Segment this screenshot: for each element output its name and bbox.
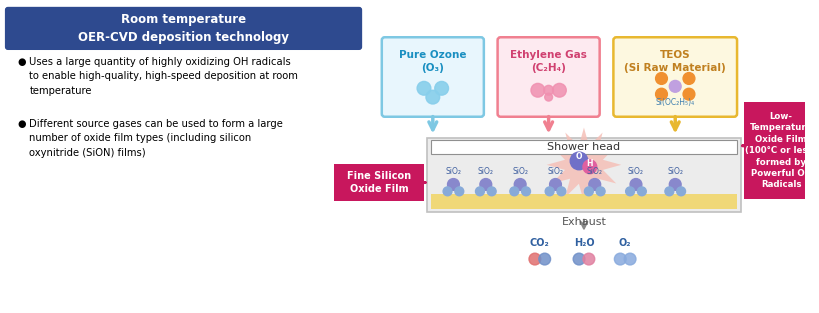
- FancyBboxPatch shape: [333, 164, 423, 201]
- Text: Exhaust: Exhaust: [561, 217, 606, 227]
- Text: O: O: [575, 152, 581, 162]
- Circle shape: [582, 160, 596, 174]
- Text: SiO₂: SiO₂: [512, 167, 527, 176]
- Circle shape: [549, 179, 561, 190]
- Circle shape: [668, 80, 681, 92]
- Circle shape: [629, 179, 641, 190]
- Circle shape: [514, 179, 526, 190]
- Text: ●: ●: [18, 57, 26, 67]
- FancyBboxPatch shape: [497, 37, 599, 117]
- Circle shape: [625, 187, 634, 196]
- Polygon shape: [546, 128, 621, 202]
- Text: Shower head: Shower head: [547, 142, 620, 152]
- Text: Ethylene Gas
(C₂H₄): Ethylene Gas (C₂H₄): [509, 50, 586, 73]
- Text: TEOS
(Si Raw Material): TEOS (Si Raw Material): [623, 50, 725, 73]
- Text: Room temperature
OER-CVD deposition technology: Room temperature OER-CVD deposition tech…: [78, 13, 288, 44]
- Text: Uses a large quantity of highly oxidizing OH radicals
to enable high-quality, hi: Uses a large quantity of highly oxidizin…: [29, 57, 298, 96]
- Circle shape: [455, 187, 464, 196]
- FancyBboxPatch shape: [382, 37, 483, 117]
- Circle shape: [545, 187, 554, 196]
- Circle shape: [475, 187, 484, 196]
- Circle shape: [486, 187, 495, 196]
- Circle shape: [442, 187, 451, 196]
- Text: SiO₂: SiO₂: [586, 167, 602, 176]
- Text: SiO₂: SiO₂: [627, 167, 643, 176]
- Text: Different source gases can be used to form a large
number of oxide film types (i: Different source gases can be used to fo…: [29, 119, 283, 157]
- Circle shape: [543, 85, 553, 95]
- Text: SiO₂: SiO₂: [477, 167, 493, 176]
- FancyBboxPatch shape: [430, 140, 736, 154]
- Circle shape: [623, 253, 636, 265]
- Text: CO₂: CO₂: [529, 238, 549, 248]
- Text: O₂: O₂: [618, 238, 631, 248]
- Circle shape: [447, 179, 459, 190]
- Text: H: H: [586, 159, 592, 168]
- Circle shape: [655, 73, 667, 85]
- Text: ●: ●: [18, 119, 26, 129]
- Circle shape: [676, 187, 685, 196]
- Circle shape: [613, 253, 626, 265]
- Circle shape: [636, 187, 645, 196]
- Circle shape: [538, 253, 550, 265]
- Text: Pure Ozone
(O₃): Pure Ozone (O₃): [399, 50, 466, 73]
- Text: Low-
Temperature
Oxide Film
(100°C or less)
formed by
Powerful OH
Radicals: Low- Temperature Oxide Film (100°C or le…: [744, 112, 816, 189]
- Circle shape: [569, 152, 587, 170]
- Circle shape: [417, 81, 430, 95]
- Circle shape: [521, 187, 530, 196]
- Circle shape: [668, 179, 681, 190]
- FancyBboxPatch shape: [5, 7, 362, 50]
- Circle shape: [582, 253, 594, 265]
- Text: H₂O: H₂O: [573, 238, 594, 248]
- Text: Fine Silicon
Oxide Film: Fine Silicon Oxide Film: [346, 171, 410, 194]
- Text: SiO₂: SiO₂: [547, 167, 563, 176]
- Circle shape: [531, 83, 544, 97]
- Text: Si(OC₂H₅)₄: Si(OC₂H₅)₄: [655, 98, 694, 107]
- Circle shape: [682, 73, 694, 85]
- Circle shape: [528, 253, 540, 265]
- Circle shape: [556, 187, 565, 196]
- Circle shape: [552, 83, 566, 97]
- Circle shape: [434, 81, 448, 95]
- Bar: [430, 194, 736, 209]
- Circle shape: [584, 187, 593, 196]
- Text: SiO₂: SiO₂: [445, 167, 461, 176]
- Circle shape: [682, 88, 694, 100]
- Circle shape: [479, 179, 491, 190]
- FancyBboxPatch shape: [613, 37, 736, 117]
- Circle shape: [588, 179, 600, 190]
- Circle shape: [544, 93, 552, 101]
- Circle shape: [425, 90, 439, 104]
- Circle shape: [572, 253, 584, 265]
- Text: SiO₂: SiO₂: [667, 167, 682, 176]
- Circle shape: [509, 187, 518, 196]
- Circle shape: [664, 187, 673, 196]
- FancyBboxPatch shape: [427, 138, 740, 212]
- FancyBboxPatch shape: [743, 102, 817, 199]
- Circle shape: [655, 88, 667, 100]
- Circle shape: [595, 187, 604, 196]
